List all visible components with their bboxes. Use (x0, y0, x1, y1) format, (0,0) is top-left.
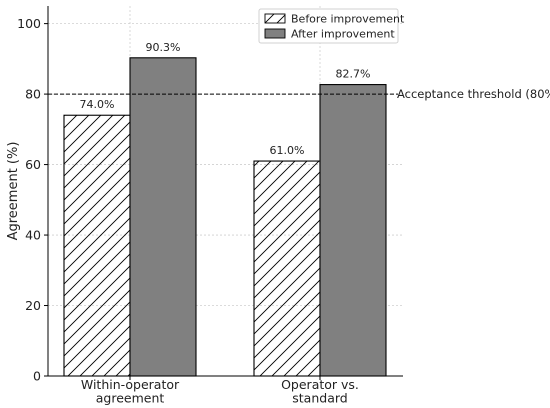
y-tick-label: 80 (25, 87, 41, 102)
legend-label: Before improvement (291, 13, 405, 26)
legend-swatch (264, 13, 286, 24)
y-tick-label: 40 (25, 228, 41, 243)
bar (63, 114, 131, 377)
x-tick-label: agreement (96, 391, 165, 406)
bar (253, 160, 321, 377)
x-tick-label: Operator vs. (281, 377, 359, 392)
data-label: 82.7% (336, 68, 371, 81)
y-tick-label: 100 (17, 16, 41, 31)
bar (129, 57, 197, 377)
bars: 74.0% 61.0% 90.3% 82.7% (63, 41, 387, 377)
data-label: 90.3% (146, 41, 181, 54)
legend-box (258, 8, 399, 44)
x-tick-label: standard (292, 391, 347, 406)
y-tick-label: 0 (33, 369, 41, 384)
threshold-label: Acceptance threshold (80%) (397, 87, 550, 101)
bar (319, 84, 387, 377)
data-label: 61.0% (270, 144, 305, 157)
x-tick-label: Within-operator (81, 377, 180, 392)
data-label: 74.0% (80, 98, 115, 111)
legend: Before improvement After improvement (258, 8, 405, 44)
legend-swatch (264, 28, 286, 39)
y-tick-label: 60 (25, 157, 41, 172)
threshold: Acceptance threshold (80%) (48, 87, 550, 101)
y-axis-label: Agreement (%) (6, 142, 21, 241)
legend-label: After improvement (291, 28, 395, 41)
y-tick-label: 20 (25, 298, 41, 313)
